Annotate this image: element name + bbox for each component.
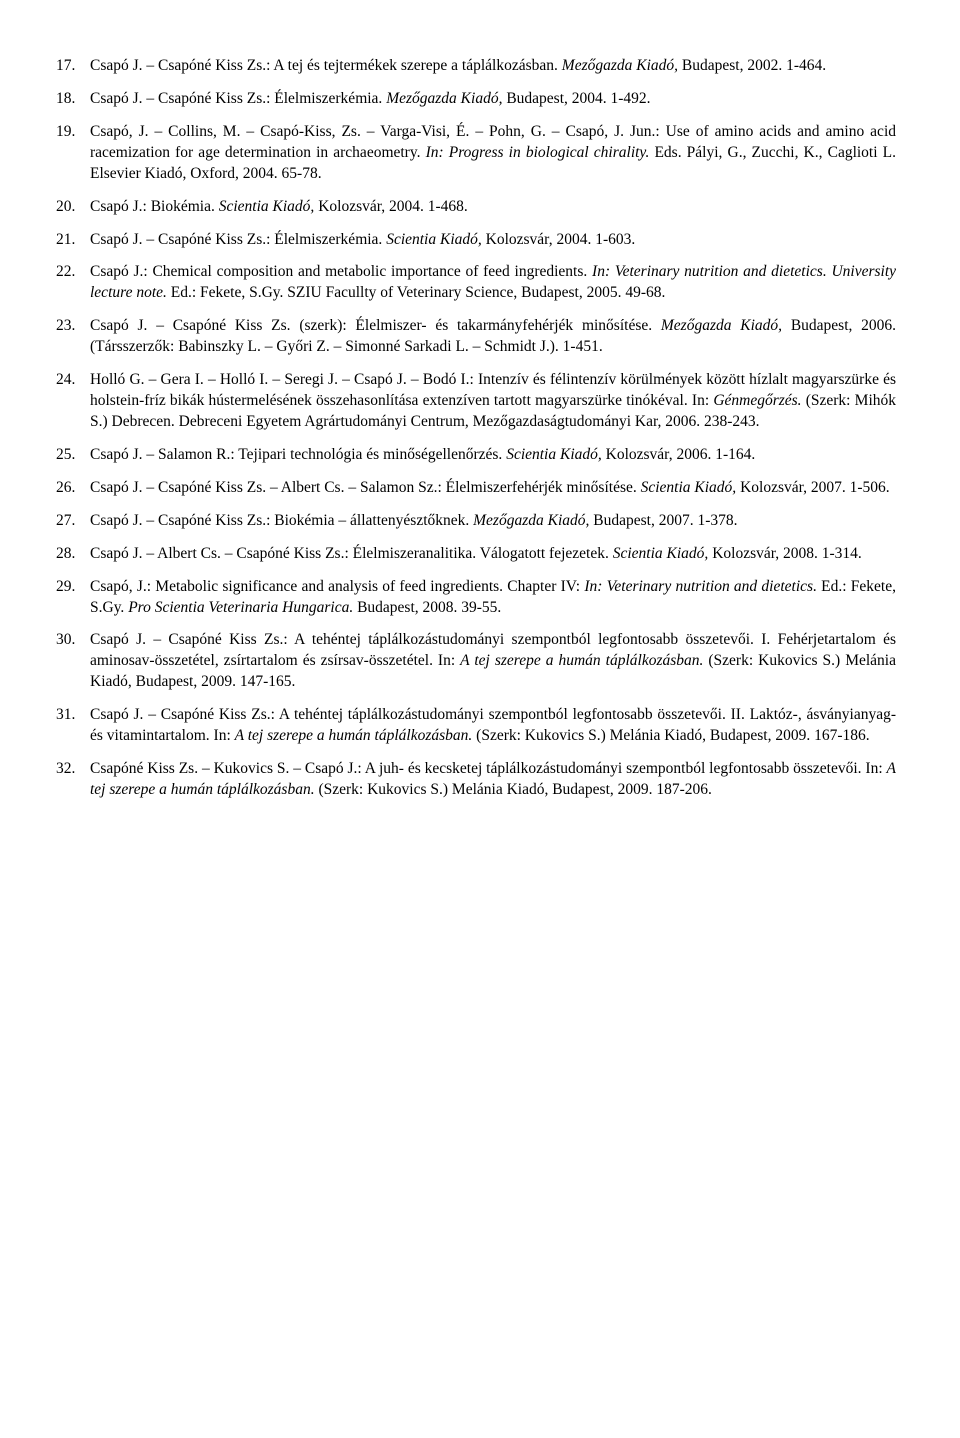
entry-text-part: Mezőgazda Kiadó,: [562, 57, 682, 74]
entry-text-part: A tej szerepe a humán táplálkozásban.: [235, 727, 477, 744]
entry-number: 28.: [56, 544, 90, 565]
entry-text-part: Kolozsvár, 2004. 1-468.: [318, 198, 468, 215]
bibliography-entry: 19.Csapó, J. – Collins, M. – Csapó-Kiss,…: [56, 122, 896, 185]
entry-text-part: Csapó J. – Csapóné Kiss Zs.: Biokémia – …: [90, 512, 473, 529]
entry-text: Csapó J. – Csapóné Kiss Zs.: A tehéntej …: [90, 630, 896, 693]
entry-text-part: Kolozsvár, 2008. 1-314.: [712, 545, 862, 562]
entry-number: 32.: [56, 759, 90, 801]
entry-text-part: In: Veterinary nutrition and dietetics.: [584, 578, 821, 595]
entry-text: Csapó, J. – Collins, M. – Csapó-Kiss, Zs…: [90, 122, 896, 185]
bibliography-entry: 32.Csapóné Kiss Zs. – Kukovics S. – Csap…: [56, 759, 896, 801]
entry-text-part: Mezőgazda Kiadó,: [386, 90, 506, 107]
entry-text: Csapó J. – Csapóné Kiss Zs. – Albert Cs.…: [90, 478, 896, 499]
entry-text-part: Scientia Kiadó,: [641, 479, 740, 496]
entry-text-part: Mezőgazda Kiadó,: [473, 512, 593, 529]
entry-text-part: Ed.: Fekete, S.Gy. SZIU Facullty of Vete…: [171, 284, 666, 301]
bibliography-entry: 26.Csapó J. – Csapóné Kiss Zs. – Albert …: [56, 478, 896, 499]
entry-number: 26.: [56, 478, 90, 499]
bibliography-entry: 24.Holló G. – Gera I. – Holló I. – Sereg…: [56, 370, 896, 433]
entry-text-part: Csapó J. – Csapóné Kiss Zs. (szerk): Éle…: [90, 317, 661, 334]
entry-text: Csapó J. – Csapóné Kiss Zs.: Élelmiszerk…: [90, 89, 896, 110]
entry-text-part: Budapest, 2007. 1-378.: [593, 512, 737, 529]
bibliography-entry: 31.Csapó J. – Csapóné Kiss Zs.: A tehént…: [56, 705, 896, 747]
entry-text-part: Csapó J.: Chemical composition and metab…: [90, 263, 592, 280]
entry-text-part: Csapó J.: Biokémia.: [90, 198, 219, 215]
entry-text-part: (Szerk: Kukovics S.) Melánia Kiadó, Buda…: [318, 781, 711, 798]
bibliography-entry: 30.Csapó J. – Csapóné Kiss Zs.: A tehént…: [56, 630, 896, 693]
bibliography-entry: 22.Csapó J.: Chemical composition and me…: [56, 262, 896, 304]
entry-text: Csapó J. – Albert Cs. – Csapóné Kiss Zs.…: [90, 544, 896, 565]
bibliography-entry: 27.Csapó J. – Csapóné Kiss Zs.: Biokémia…: [56, 511, 896, 532]
entry-text-part: Csapó J. – Csapóné Kiss Zs.: Élelmiszerk…: [90, 90, 386, 107]
entry-number: 18.: [56, 89, 90, 110]
entry-text-part: Csapóné Kiss Zs. – Kukovics S. – Csapó J…: [90, 760, 887, 777]
entry-text-part: Scientia Kiadó,: [506, 446, 605, 463]
bibliography-entry: 29.Csapó, J.: Metabolic significance and…: [56, 577, 896, 619]
entry-text-part: Budapest, 2008. 39-55.: [357, 599, 501, 616]
entry-text: Csapó, J.: Metabolic significance and an…: [90, 577, 896, 619]
entry-text-part: Csapó J. – Csapóné Kiss Zs.: A tej és te…: [90, 57, 562, 74]
bibliography-entry: 18.Csapó J. – Csapóné Kiss Zs.: Élelmisz…: [56, 89, 896, 110]
entry-text-part: Csapó J. – Csapóné Kiss Zs.: Élelmiszerk…: [90, 231, 386, 248]
entry-text-part: A tej szerepe a humán táplálkozásban.: [460, 652, 708, 669]
entry-text-part: Csapó J. – Csapóné Kiss Zs. – Albert Cs.…: [90, 479, 641, 496]
entry-text: Csapó J. – Csapóné Kiss Zs. (szerk): Éle…: [90, 316, 896, 358]
entry-number: 21.: [56, 230, 90, 251]
entry-text: Csapó J. – Csapóné Kiss Zs.: A tej és te…: [90, 56, 896, 77]
entry-text-part: Scientia Kiadó,: [219, 198, 318, 215]
entry-number: 31.: [56, 705, 90, 747]
entry-text: Holló G. – Gera I. – Holló I. – Seregi J…: [90, 370, 896, 433]
entry-text-part: Csapó J. – Albert Cs. – Csapóné Kiss Zs.…: [90, 545, 613, 562]
entry-text-part: Scientia Kiadó,: [613, 545, 712, 562]
entry-text-part: Budapest, 2002. 1-464.: [682, 57, 826, 74]
entry-text: Csapó J.: Biokémia. Scientia Kiadó, Kolo…: [90, 197, 896, 218]
entry-text-part: Scientia Kiadó,: [386, 231, 485, 248]
entry-number: 22.: [56, 262, 90, 304]
entry-number: 19.: [56, 122, 90, 185]
entry-text-part: Kolozsvár, 2007. 1-506.: [740, 479, 890, 496]
bibliography-entry: 25.Csapó J. – Salamon R.: Tejipari techn…: [56, 445, 896, 466]
bibliography-entry: 17.Csapó J. – Csapóné Kiss Zs.: A tej és…: [56, 56, 896, 77]
bibliography-entry: 20.Csapó J.: Biokémia. Scientia Kiadó, K…: [56, 197, 896, 218]
entry-text-part: Mezőgazda Kiadó,: [661, 317, 791, 334]
entry-text: Csapó J. – Csapóné Kiss Zs.: Biokémia – …: [90, 511, 896, 532]
entry-text: Csapóné Kiss Zs. – Kukovics S. – Csapó J…: [90, 759, 896, 801]
entry-text-part: Csapó J. – Salamon R.: Tejipari technoló…: [90, 446, 506, 463]
entry-number: 24.: [56, 370, 90, 433]
entry-number: 27.: [56, 511, 90, 532]
entry-text-part: Kolozsvár, 2004. 1-603.: [486, 231, 636, 248]
entry-text: Csapó J. – Csapóné Kiss Zs.: Élelmiszerk…: [90, 230, 896, 251]
entry-text: Csapó J. – Salamon R.: Tejipari technoló…: [90, 445, 896, 466]
entry-number: 17.: [56, 56, 90, 77]
bibliography-entry: 28.Csapó J. – Albert Cs. – Csapóné Kiss …: [56, 544, 896, 565]
bibliography-list: 17.Csapó J. – Csapóné Kiss Zs.: A tej és…: [56, 56, 896, 801]
bibliography-entry: 21.Csapó J. – Csapóné Kiss Zs.: Élelmisz…: [56, 230, 896, 251]
bibliography-entry: 23.Csapó J. – Csapóné Kiss Zs. (szerk): …: [56, 316, 896, 358]
entry-text-part: Pro Scientia Veterinaria Hungarica.: [128, 599, 357, 616]
entry-text-part: Budapest, 2004. 1-492.: [506, 90, 650, 107]
entry-text-part: Kolozsvár, 2006. 1-164.: [606, 446, 756, 463]
entry-number: 25.: [56, 445, 90, 466]
entry-number: 30.: [56, 630, 90, 693]
entry-text-part: Génmegőrzés.: [713, 392, 805, 409]
entry-number: 29.: [56, 577, 90, 619]
entry-text: Csapó J.: Chemical composition and metab…: [90, 262, 896, 304]
entry-text-part: In: Progress in biological chirality.: [426, 144, 655, 161]
entry-text: Csapó J. – Csapóné Kiss Zs.: A tehéntej …: [90, 705, 896, 747]
entry-text-part: (Szerk: Kukovics S.) Melánia Kiadó, Buda…: [476, 727, 869, 744]
entry-number: 23.: [56, 316, 90, 358]
entry-number: 20.: [56, 197, 90, 218]
entry-text-part: Csapó, J.: Metabolic significance and an…: [90, 578, 584, 595]
